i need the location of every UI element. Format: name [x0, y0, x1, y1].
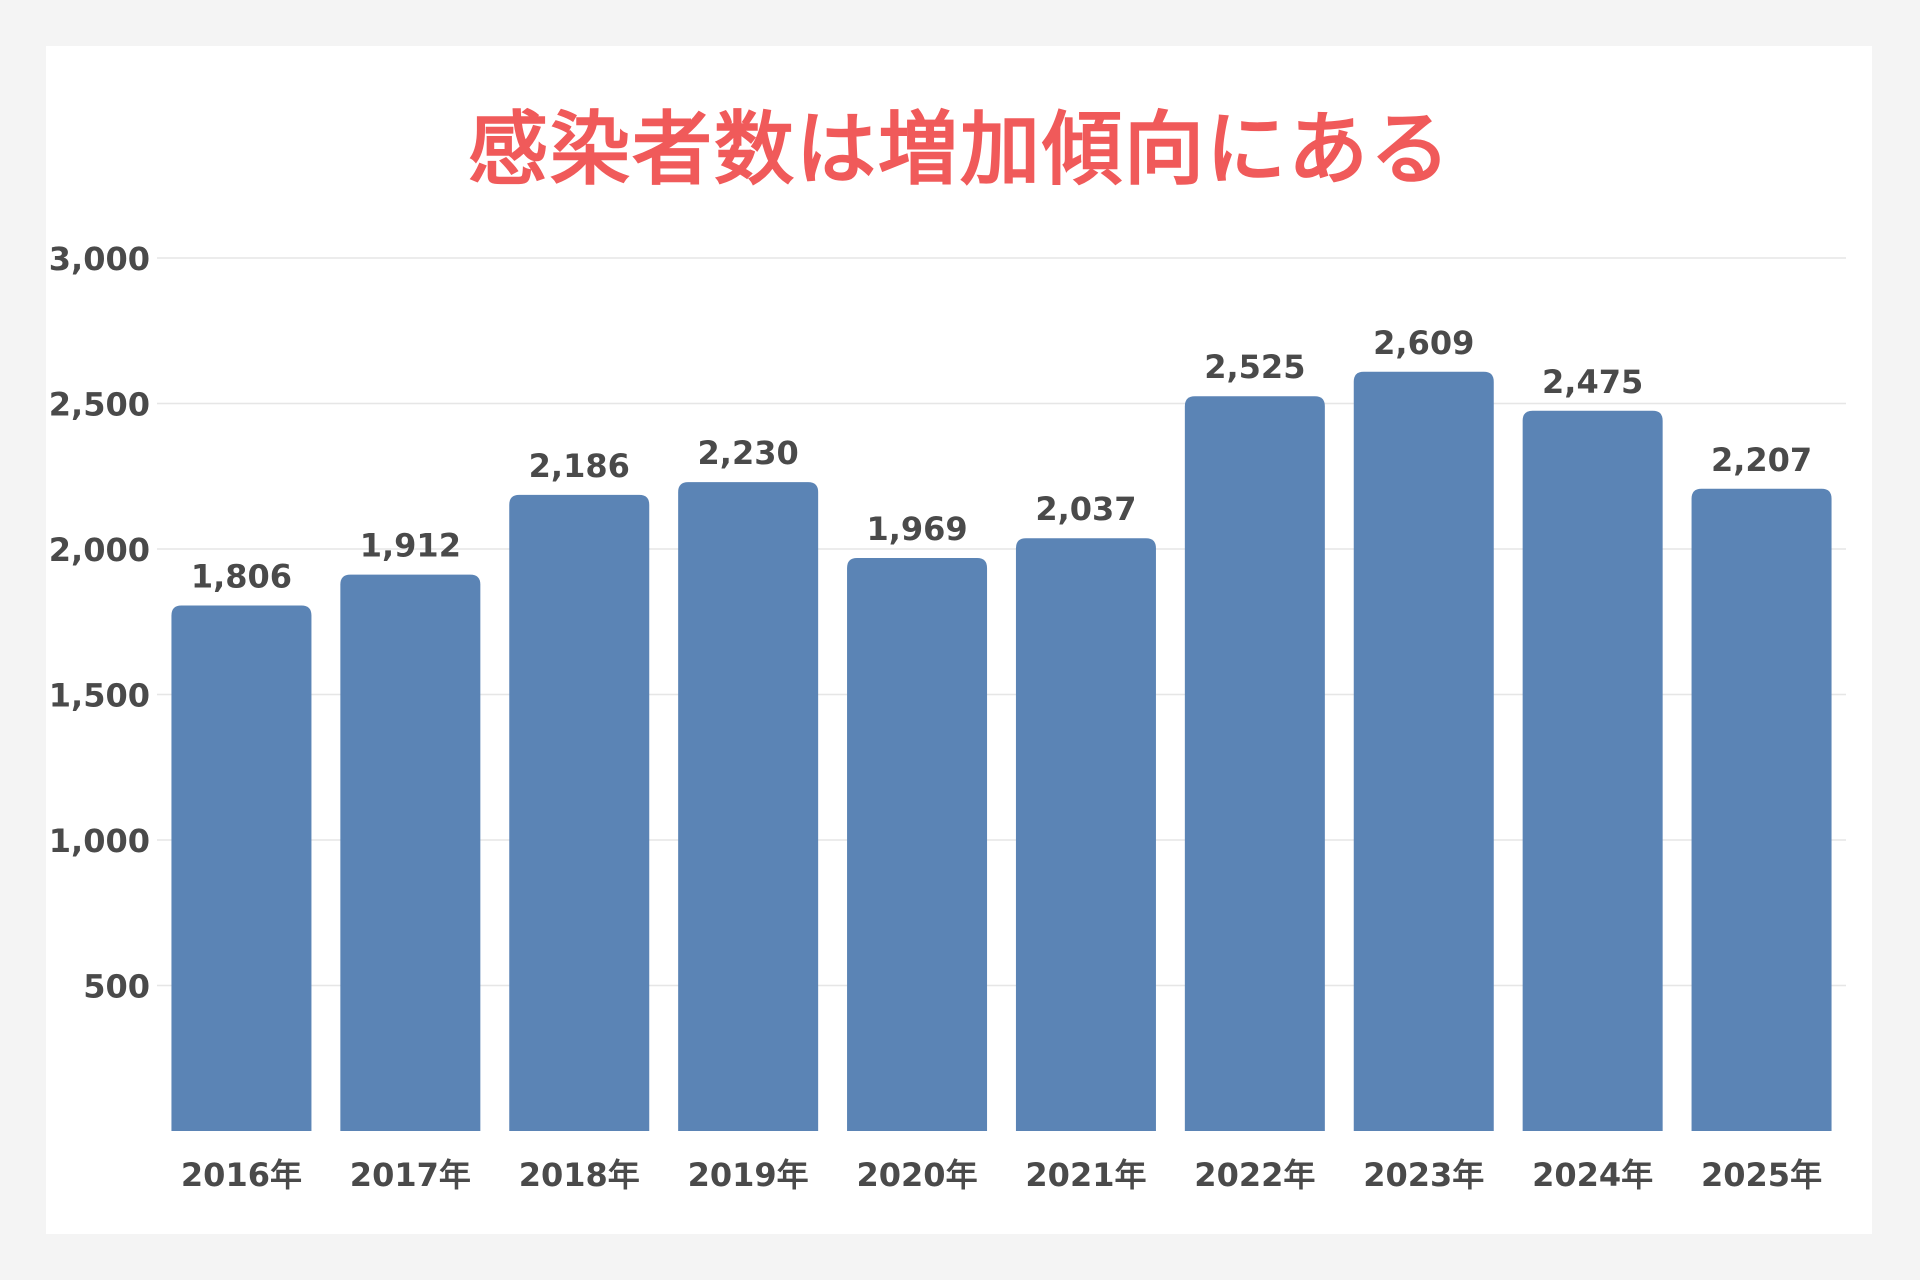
- y-tick-label: 2,500: [49, 386, 150, 424]
- y-tick-label: 1,500: [49, 677, 150, 715]
- x-tick-label: 2018年: [519, 1156, 640, 1194]
- y-tick-label: 1,000: [49, 822, 150, 860]
- y-tick-label: 2,000: [49, 531, 150, 569]
- data-label: 2,609: [1373, 324, 1474, 362]
- x-tick-label: 2021年: [1025, 1156, 1146, 1194]
- y-axis-ticks: 500 1,000 1,500 2,000 2,500 3,000: [49, 240, 150, 1006]
- x-tick-label: 2017年: [350, 1156, 471, 1194]
- data-label: 2,475: [1542, 363, 1643, 401]
- bar: [678, 482, 819, 1131]
- x-axis-ticks: 2016年 2017年 2018年 2019年 2020年 2021年 2022年 2023年…: [181, 1156, 1822, 1194]
- data-labels: 1,806 1,912 2,186 2,230 1,969 2,037 2,525 2,609…: [191, 324, 1812, 596]
- x-tick-label: 2019年: [688, 1156, 809, 1194]
- x-tick-label: 2016年: [181, 1156, 302, 1194]
- x-tick-label: 2025年: [1701, 1156, 1822, 1194]
- data-label: 2,230: [698, 434, 799, 472]
- data-label: 1,806: [191, 557, 292, 595]
- data-label: 2,525: [1204, 348, 1305, 386]
- bars: [171, 371, 1832, 1132]
- y-tick-label: 3,000: [49, 240, 150, 278]
- bar: [847, 558, 988, 1131]
- bar: [1184, 396, 1325, 1132]
- x-tick-label: 2020年: [857, 1156, 978, 1194]
- data-label: 1,912: [360, 527, 461, 565]
- bar: [1015, 538, 1156, 1131]
- x-tick-label: 2023年: [1363, 1156, 1484, 1194]
- data-label: 1,969: [866, 510, 967, 548]
- bar: [509, 494, 650, 1131]
- data-label: 2,037: [1035, 490, 1136, 528]
- bar: [1353, 371, 1494, 1131]
- chart-title: 感染者数は増加傾向にある: [468, 103, 1452, 196]
- x-tick-label: 2022年: [1194, 1156, 1315, 1194]
- bar: [1691, 488, 1832, 1131]
- bar: [340, 574, 481, 1131]
- y-tick-label: 500: [83, 968, 150, 1006]
- bar: [1522, 410, 1663, 1131]
- data-label: 2,207: [1711, 441, 1812, 479]
- x-tick-label: 2024年: [1532, 1156, 1653, 1194]
- data-label: 2,186: [529, 447, 630, 485]
- bar: [171, 605, 312, 1131]
